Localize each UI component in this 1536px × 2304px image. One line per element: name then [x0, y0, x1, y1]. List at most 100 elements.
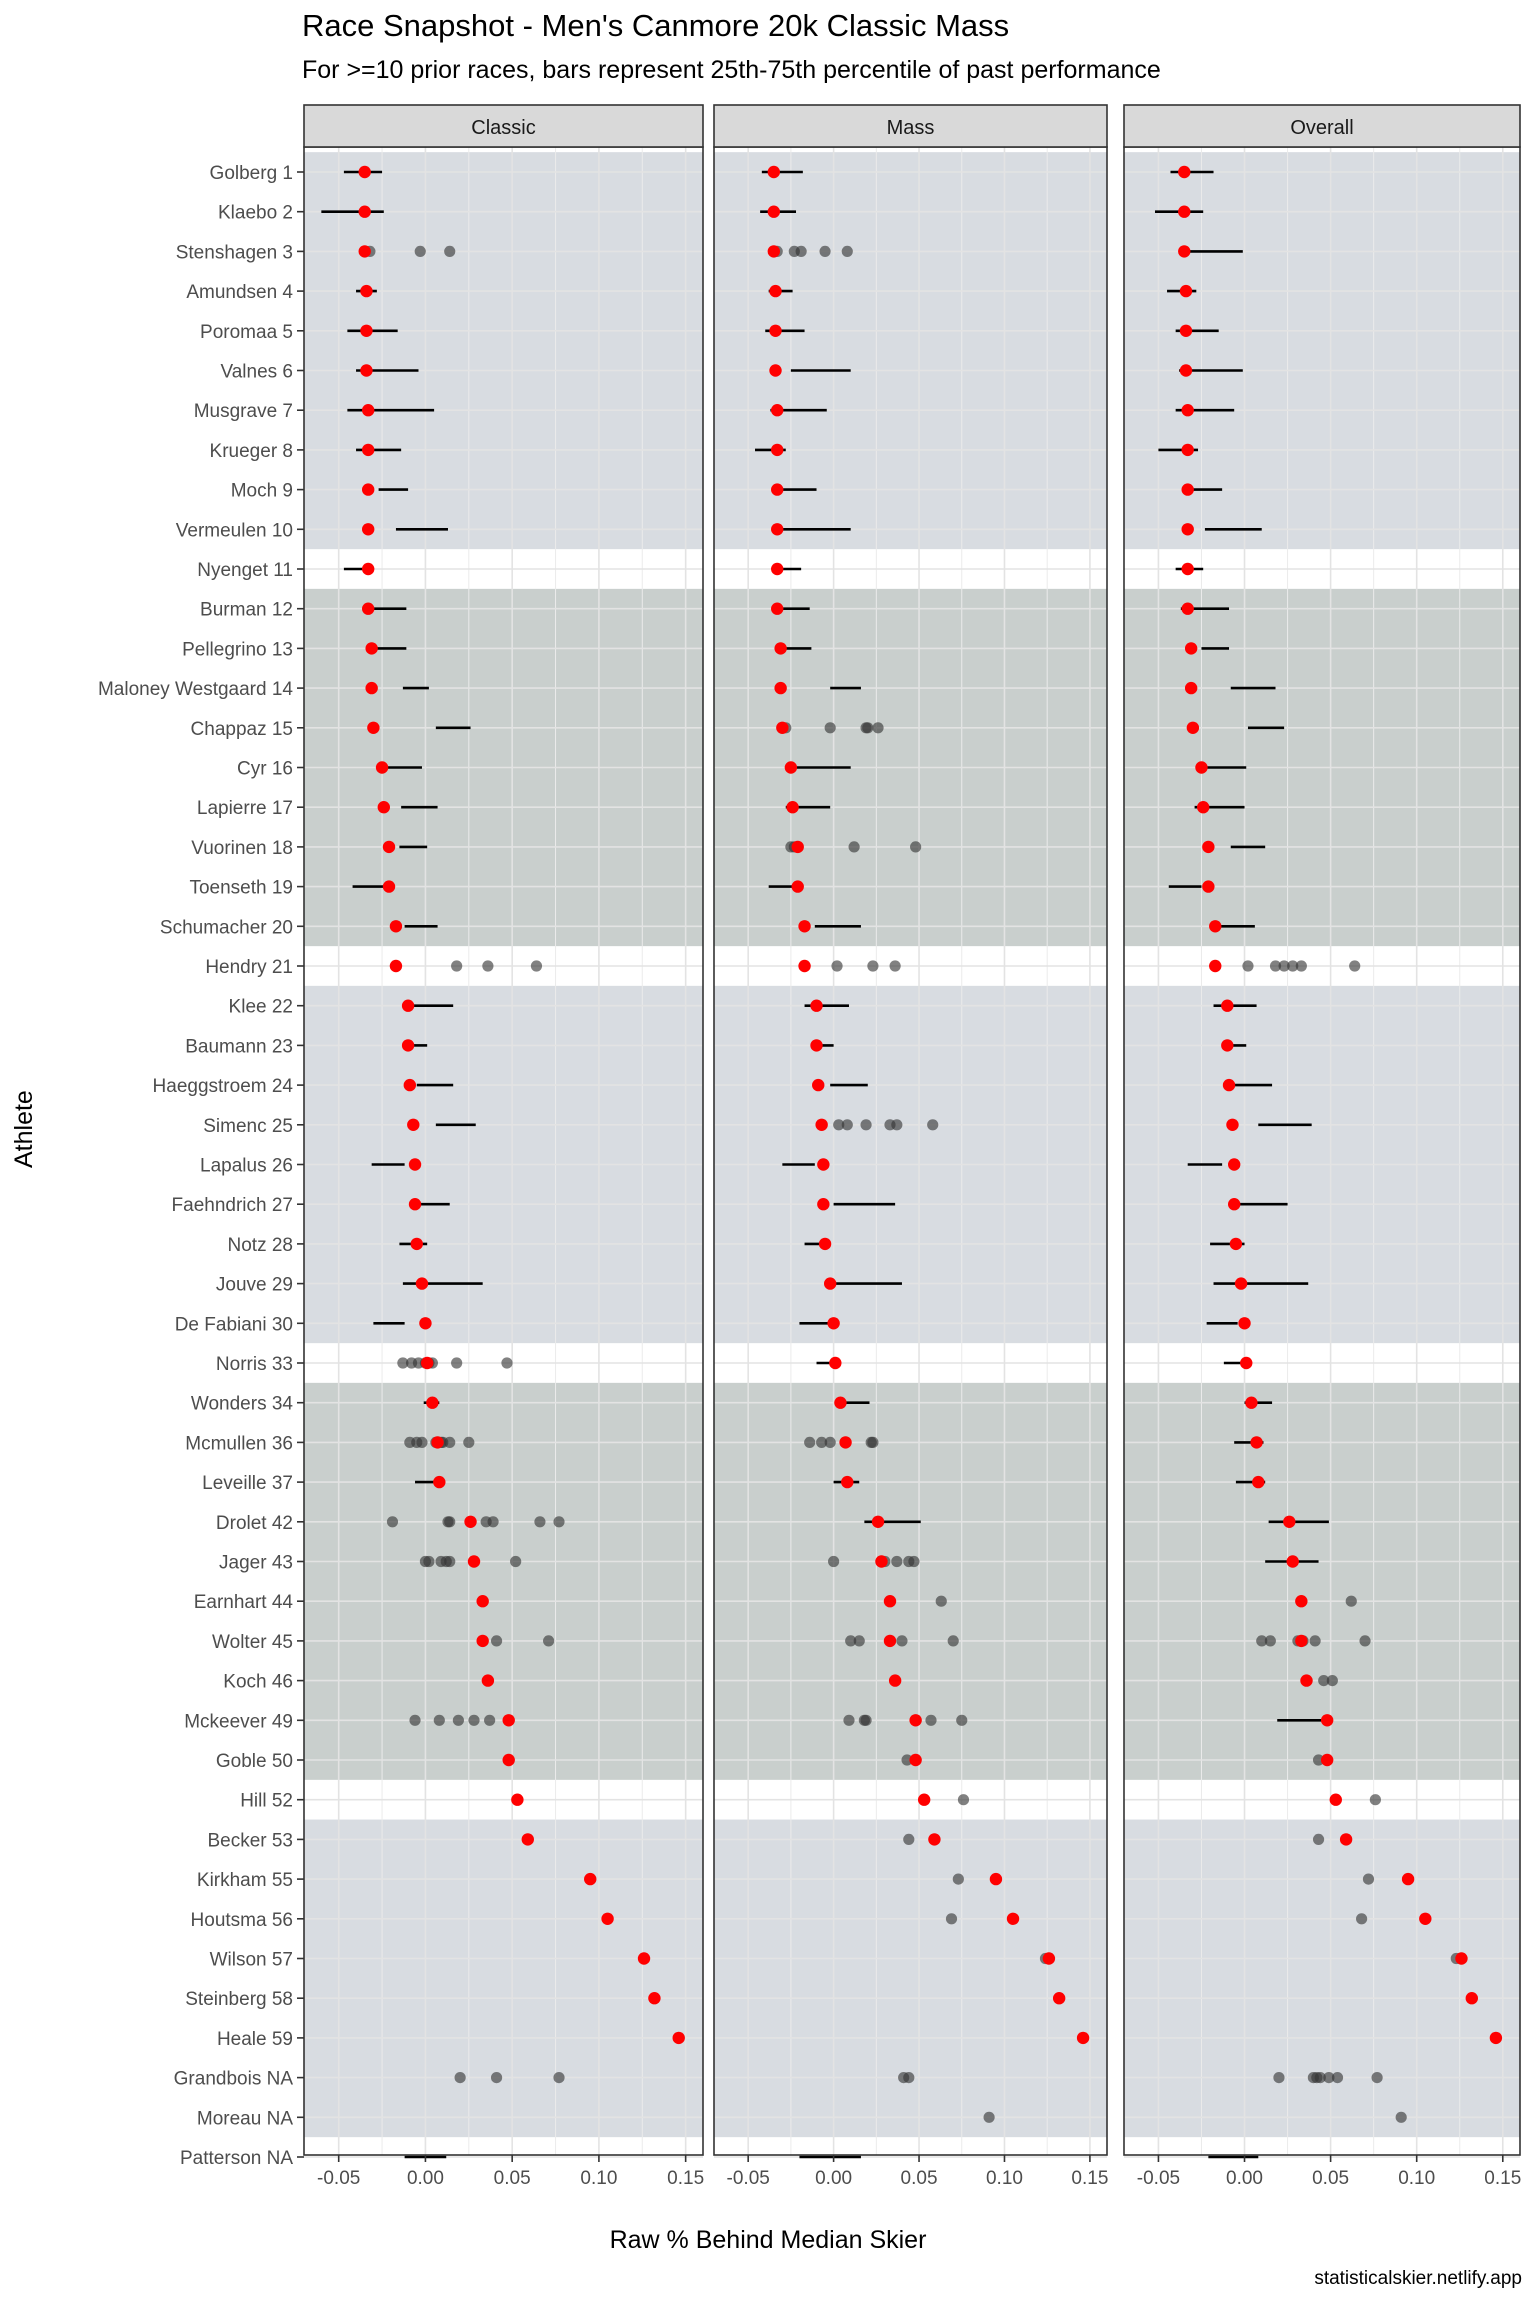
group-band [304, 1819, 703, 2138]
current-race-point [1181, 602, 1194, 615]
current-race-point [1179, 364, 1193, 377]
current-race-point [481, 1674, 495, 1687]
current-race-point [389, 959, 403, 973]
current-race-point [382, 840, 396, 854]
past-race-point [872, 722, 884, 734]
past-race-point [896, 1635, 908, 1647]
athlete-label: Patterson NA [180, 2148, 293, 2169]
current-race-point [771, 602, 784, 615]
past-race-point [510, 1555, 522, 1568]
current-race-point [767, 165, 781, 179]
athlete-label: Stenshagen 3 [176, 242, 293, 263]
current-race-point [1401, 1872, 1415, 1886]
current-race-point [1221, 999, 1234, 1012]
current-race-point [767, 205, 781, 218]
past-race-point [1314, 2072, 1326, 2084]
current-race-point [928, 1833, 941, 1846]
past-race-point [482, 960, 494, 972]
current-race-point [883, 1595, 897, 1608]
athlete-label: Grandbois NA [174, 2069, 294, 2090]
past-race-point [386, 1516, 399, 1528]
current-race-point [1238, 1317, 1251, 1330]
current-race-point [408, 1158, 422, 1171]
past-race-point [553, 2072, 565, 2084]
current-race-point [1320, 1753, 1334, 1767]
athlete-label: Lapierre 17 [197, 798, 293, 819]
y-axis-label: Athlete [10, 1090, 38, 1168]
current-race-point [771, 443, 784, 457]
current-race-point [601, 1912, 614, 1926]
athlete-label: Norris 33 [216, 1354, 293, 1375]
current-race-point [823, 1277, 837, 1290]
past-race-point [843, 1714, 855, 1726]
facet-strip [713, 104, 1108, 148]
past-race-point [925, 1714, 937, 1726]
past-race-point [414, 245, 426, 257]
current-race-point [367, 721, 380, 734]
past-race-point [444, 1516, 456, 1528]
past-race-point [957, 1794, 970, 1806]
past-race-point [463, 1436, 475, 1448]
athlete-label: Nyenget 11 [197, 560, 293, 581]
current-race-point [360, 284, 373, 298]
current-race-point [1329, 1793, 1342, 1806]
current-race-point [433, 1475, 446, 1489]
past-race-point [795, 245, 807, 257]
current-race-point [798, 920, 811, 933]
past-race-point [1326, 1675, 1338, 1687]
past-race-point [828, 1555, 840, 1568]
current-race-point [420, 1356, 434, 1370]
current-race-point [464, 1515, 477, 1529]
past-race-point [952, 1873, 964, 1885]
athlete-label: Poromaa 5 [200, 322, 293, 343]
group-band [714, 1819, 1107, 2138]
current-race-point [1227, 1198, 1241, 1211]
past-race-point [1323, 2072, 1335, 2084]
x-tick-label: 0.10 [986, 2168, 1023, 2189]
current-race-point [1295, 1595, 1308, 1608]
athlete-label: Moch 9 [231, 481, 293, 502]
current-race-point [1465, 1992, 1478, 2005]
past-race-point [841, 1119, 853, 1131]
facet-strip-label: Mass [887, 117, 935, 139]
athlete-label: Chappaz 15 [191, 719, 293, 740]
athlete-label: Amundsen 4 [186, 282, 293, 303]
past-race-point [433, 1714, 445, 1726]
past-race-point [423, 1555, 435, 1568]
x-tick-label: 0.15 [667, 2168, 704, 2189]
x-axis-label: Raw % Behind Median Skier [609, 2226, 927, 2254]
current-race-point [1222, 1078, 1236, 1092]
past-race-point [867, 1436, 879, 1448]
current-race-point [382, 880, 396, 893]
current-race-point [511, 1793, 524, 1806]
current-race-point [360, 364, 373, 377]
current-race-point [815, 1118, 828, 1132]
athlete-label: Musgrave 7 [194, 401, 293, 422]
athlete-label: Faehndrich 27 [172, 1195, 293, 1216]
current-race-point [1245, 1396, 1258, 1409]
current-race-point [1179, 324, 1193, 337]
past-race-point [451, 1357, 463, 1369]
current-race-point [774, 681, 787, 695]
past-race-point [901, 1754, 913, 1766]
past-race-point [1312, 1754, 1325, 1766]
past-race-point [860, 1119, 872, 1131]
athlete-label: Baumann 23 [185, 1036, 293, 1057]
current-race-point [1178, 205, 1191, 218]
current-race-point [1076, 2031, 1090, 2045]
past-race-point [983, 2111, 995, 2123]
current-race-point [834, 1396, 847, 1409]
past-race-point [1278, 960, 1290, 972]
past-race-point [889, 960, 901, 972]
current-race-point [1042, 1952, 1056, 1965]
x-tick-label: -0.05 [317, 2168, 360, 2189]
athlete-label: Valnes 6 [220, 362, 293, 383]
current-race-point [502, 1714, 515, 1727]
current-race-point [1295, 1634, 1308, 1648]
athlete-label: Hill 52 [240, 1791, 293, 1812]
past-race-point [824, 722, 836, 734]
x-tick-label: 0.15 [1071, 2168, 1108, 2189]
current-race-point [771, 562, 784, 576]
past-race-point [853, 1635, 865, 1647]
current-race-point [888, 1674, 902, 1687]
